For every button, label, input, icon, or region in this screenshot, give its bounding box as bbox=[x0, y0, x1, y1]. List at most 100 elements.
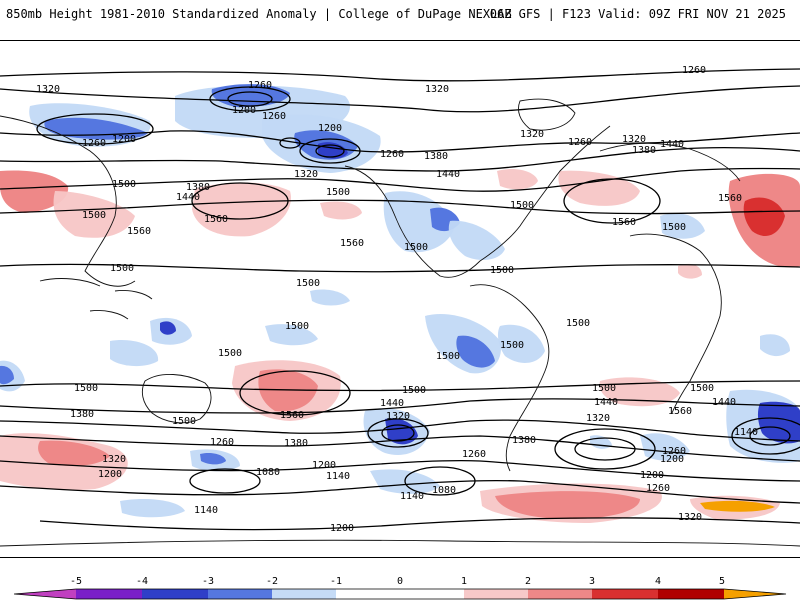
contour-label: 1500 bbox=[500, 340, 524, 351]
contour-label: 1500 bbox=[296, 278, 320, 289]
closed-contour bbox=[731, 417, 800, 455]
contour-label: 1500 bbox=[436, 351, 460, 362]
contour-label: 1200 bbox=[98, 469, 122, 480]
contour-label: 1260 bbox=[662, 446, 686, 457]
contour-label: 1260 bbox=[682, 65, 706, 76]
closed-contour bbox=[36, 113, 154, 145]
colorbar-ticks: -5 -4 -3 -2 -1 0 1 2 3 4 5 bbox=[70, 576, 725, 587]
pos-anomaly-area bbox=[678, 263, 702, 279]
colorbar-swatch bbox=[464, 589, 528, 599]
pos-anomaly-area bbox=[497, 169, 538, 190]
height-contours bbox=[0, 68, 800, 531]
closed-contour bbox=[191, 182, 289, 220]
colorbar-swatch bbox=[592, 589, 658, 599]
contour-line bbox=[0, 199, 800, 215]
contour-label: 1560 bbox=[668, 406, 692, 417]
contour-line bbox=[0, 435, 800, 462]
colorbar-tick: -3 bbox=[202, 576, 214, 587]
contour-label: 1500 bbox=[172, 416, 196, 427]
contour-label: 1500 bbox=[510, 200, 534, 211]
closed-contour bbox=[299, 138, 361, 164]
neg-anomaly-area bbox=[660, 213, 705, 239]
contour-label: 1260 bbox=[210, 437, 234, 448]
contour-labels: 1320 1260 1200 1260 1200 1260 1200 1320 … bbox=[36, 65, 758, 534]
contour-label: 1560 bbox=[612, 217, 636, 228]
neg-anomaly-area bbox=[383, 191, 455, 253]
closed-contour bbox=[367, 418, 429, 448]
pos-anomaly-area bbox=[53, 191, 135, 238]
contour-line bbox=[0, 263, 800, 273]
closed-contour bbox=[189, 468, 261, 494]
contour-label: 1560 bbox=[204, 214, 228, 225]
contour-label: 1260 bbox=[248, 80, 272, 91]
neg-anomaly-area bbox=[0, 365, 14, 385]
contour-label: 1500 bbox=[82, 210, 106, 221]
closed-contour bbox=[279, 137, 301, 149]
contour-label: 1500 bbox=[402, 385, 426, 396]
contour-label: 1560 bbox=[340, 238, 364, 249]
contour-line bbox=[39, 517, 800, 531]
neg-anomaly-area bbox=[640, 433, 690, 461]
contour-label: 1560 bbox=[127, 226, 151, 237]
neg-anomaly-area bbox=[760, 334, 790, 357]
contour-label: 1500 bbox=[662, 222, 686, 233]
colorbar-swatch bbox=[142, 589, 208, 599]
contour-line bbox=[0, 130, 800, 153]
contour-label: 1140 bbox=[194, 505, 218, 516]
contour-label: 1140 bbox=[326, 471, 350, 482]
coastline-antarctica bbox=[0, 539, 800, 547]
neg-anomaly-area bbox=[120, 499, 185, 518]
contour-label: 1500 bbox=[690, 383, 714, 394]
contour-label: 1440 bbox=[660, 139, 684, 150]
pos-anomaly-area bbox=[0, 170, 69, 213]
contour-line bbox=[0, 398, 800, 414]
neg-anomaly-area bbox=[310, 289, 350, 306]
closed-contour bbox=[227, 91, 273, 107]
contour-label: 1200 bbox=[112, 134, 136, 145]
colorbar-tick: 5 bbox=[719, 576, 725, 587]
pos-anomaly-area bbox=[192, 182, 291, 237]
colorbar-swatches bbox=[13, 588, 787, 600]
colorbar-tick: -4 bbox=[136, 576, 148, 587]
contour-line bbox=[0, 146, 800, 172]
coastlines bbox=[0, 98, 800, 547]
contour-label: 1380 bbox=[512, 435, 536, 446]
contour-label: 1260 bbox=[646, 483, 670, 494]
contour-line bbox=[0, 68, 800, 82]
contour-label: 1380 bbox=[186, 182, 210, 193]
colorbar-swatch bbox=[528, 589, 592, 599]
contour-label: 1500 bbox=[110, 263, 134, 274]
contour-label: 1560 bbox=[280, 410, 304, 421]
contour-label: 1380 bbox=[632, 145, 656, 156]
title-left: 850mb Height 1981-2010 Standardized Anom… bbox=[6, 7, 512, 21]
coastline-australia bbox=[141, 373, 212, 424]
closed-contour bbox=[404, 466, 476, 496]
coastline-indonesia bbox=[39, 278, 153, 320]
contour-label: 1500 bbox=[592, 383, 616, 394]
neg-anomaly-area bbox=[200, 452, 226, 465]
coastline-europe bbox=[599, 142, 741, 182]
coastline-asia bbox=[0, 115, 136, 287]
neg-anomaly-area bbox=[448, 220, 505, 261]
coastline-south-america bbox=[469, 284, 550, 472]
neg-anomaly-area bbox=[110, 340, 159, 367]
colorbar-swatch bbox=[272, 589, 336, 599]
contour-label: 1260 bbox=[82, 138, 106, 149]
contour-label: 1500 bbox=[566, 318, 590, 329]
map-panel[interactable]: 1320 1260 1200 1260 1200 1260 1200 1320 … bbox=[0, 40, 800, 558]
colorbar: -5 -4 -3 -2 -1 0 1 2 3 4 5 bbox=[0, 570, 800, 600]
contour-label: 1320 bbox=[622, 134, 646, 145]
neg-anomaly-area bbox=[265, 324, 318, 346]
contour-label: 1200 bbox=[640, 470, 664, 481]
contour-label: 1380 bbox=[284, 438, 308, 449]
contour-label: 1200 bbox=[318, 123, 342, 134]
contour-label: 1320 bbox=[520, 129, 544, 140]
contour-label: 1320 bbox=[294, 169, 318, 180]
map-svg: 1320 1260 1200 1260 1200 1260 1200 1320 … bbox=[0, 65, 800, 547]
coastline-greenland bbox=[518, 98, 576, 131]
colorbar-tick: 0 bbox=[397, 576, 403, 587]
colorbar-tick: 1 bbox=[461, 576, 467, 587]
colorbar-tick: 3 bbox=[589, 576, 595, 587]
contour-label: 1320 bbox=[386, 411, 410, 422]
contour-line bbox=[0, 380, 800, 392]
